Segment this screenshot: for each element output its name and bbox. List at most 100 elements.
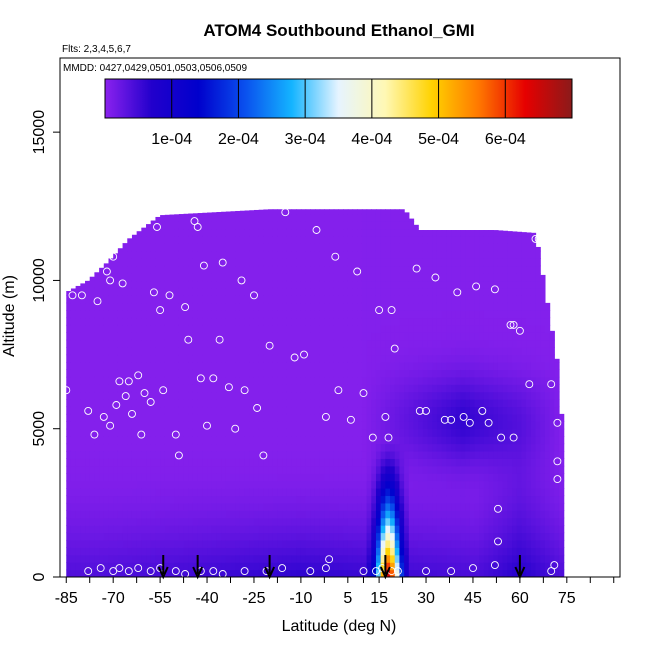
field-cell [66,369,72,378]
field-cell [554,406,560,415]
field-cell [371,376,377,385]
field-cell [253,317,260,326]
field-cell [249,413,255,422]
field-cell [235,539,241,548]
field-cell [432,458,438,467]
field-cell [244,406,250,415]
field-cell [535,436,541,445]
field-cell [103,406,110,415]
field-cell [375,421,382,430]
field-cell [225,361,232,370]
field-cell [455,230,462,237]
field-cell [390,361,396,370]
field-cell [230,376,236,385]
field-cell [211,332,218,341]
field-cell [394,421,401,430]
field-cell [113,510,119,519]
field-cell [305,450,311,459]
field-cell [530,421,537,430]
field-cell [131,339,138,348]
field-cell [521,428,527,437]
field-cell [230,532,236,541]
field-cell [117,287,124,296]
field-cell [310,413,316,422]
field-cell [141,517,147,526]
field-cell [535,258,541,267]
field-cell [333,354,340,363]
field-cell [253,450,260,459]
field-cell [390,458,396,467]
field-cell [136,273,142,282]
field-cell [296,339,302,348]
field-cell [66,291,72,296]
field-cell [465,480,471,489]
field-cell [460,384,466,393]
field-cell [211,428,218,437]
field-cell [483,458,490,467]
field-cell [483,525,490,534]
field-cell [479,495,485,504]
field-cell [333,525,340,534]
field-cell [291,265,297,274]
field-cell [127,238,133,244]
field-cell [385,539,391,548]
field-cell [408,525,415,534]
field-cell [258,302,264,311]
field-cell [244,443,250,452]
field-cell [249,280,255,289]
field-cell [427,458,433,467]
field-cell [253,554,260,563]
field-cell [239,450,246,459]
field-cell [441,554,447,563]
field-cell [441,265,447,274]
field-cell [329,376,335,385]
field-cell [207,212,213,215]
field-cell [160,332,166,341]
field-cell [483,347,490,356]
field-cell [70,480,77,489]
field-cell [343,243,349,252]
field-cell [530,473,537,482]
field-cell [436,324,443,333]
field-cell [493,310,499,319]
field-cell [197,243,203,252]
field-cell [225,554,232,563]
field-cell [113,265,119,274]
field-cell [451,310,457,319]
field-cell [352,250,358,259]
field-cell [300,458,307,467]
field-cell [207,265,213,274]
field-cell [141,399,147,408]
field-cell [244,228,250,237]
field-cell [221,243,227,252]
field-cell [516,413,523,422]
field-cell [244,473,250,482]
field-cell [239,347,246,356]
field-cell [75,369,81,378]
field-cell [544,347,551,356]
field-cell [70,354,77,363]
field-cell [136,554,142,563]
field-cell [169,450,175,459]
field-cell [169,480,175,489]
field-cell [343,443,349,452]
field-cell [422,465,429,474]
field-cell [432,230,438,237]
field-cell [300,302,307,311]
field-cell [427,413,433,422]
field-cell [108,347,114,356]
field-cell [399,361,405,370]
field-cell [272,310,279,319]
field-cell [422,413,429,422]
field-cell [216,480,222,489]
field-cell [235,369,241,378]
field-cell [460,332,466,341]
field-cell [235,235,241,244]
field-cell [253,473,260,482]
field-cell [305,495,311,504]
field-cell [169,361,175,370]
field-cell [530,413,537,422]
field-cell [333,443,340,452]
field-cell [394,510,401,519]
field-cell [117,421,124,430]
